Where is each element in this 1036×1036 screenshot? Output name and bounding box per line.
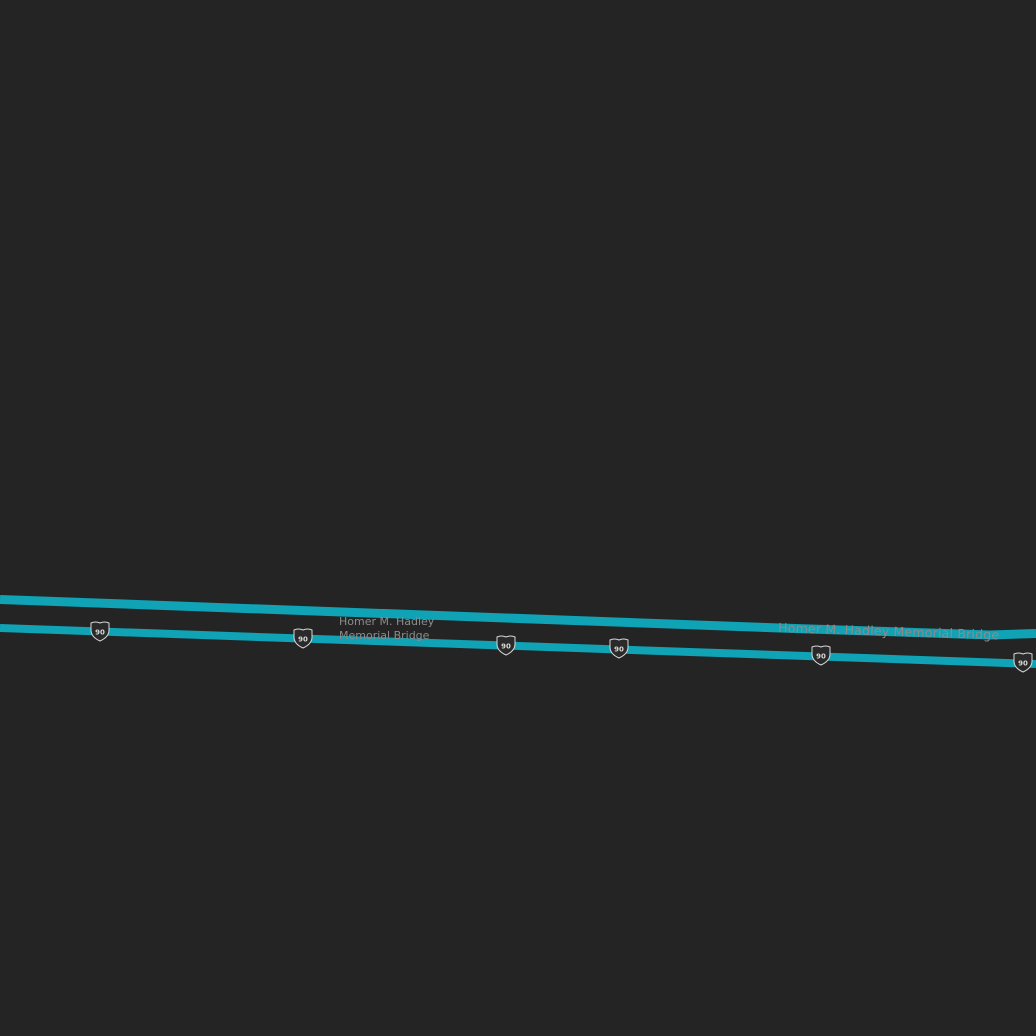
road-bridge-north-span[interactable] <box>0 595 1036 640</box>
bridge-label-stacked-line1: Homer M. Hadley <box>339 615 435 628</box>
shield-number: 90 <box>816 653 826 661</box>
interstate-shield-icon: 90 <box>811 645 831 666</box>
interstate-shield-icon: 90 <box>609 638 629 659</box>
interstate-shield-icon: 90 <box>293 628 313 649</box>
shield-number: 90 <box>501 643 511 651</box>
shield-number: 90 <box>614 646 624 654</box>
bridge-label-stacked-line2: Memorial Bridge <box>339 629 430 642</box>
shield-number: 90 <box>1018 660 1028 668</box>
road-bridge-south-span[interactable] <box>0 624 1036 668</box>
shield-number: 90 <box>95 629 105 637</box>
shield-number: 90 <box>298 636 308 644</box>
interstate-shield-icon: 90 <box>496 635 516 656</box>
interstate-shield-icon: 90 <box>1013 652 1033 673</box>
bridge-label-along-road: Homer M. Hadley Memorial Bridge <box>778 620 1000 642</box>
interstate-shield-icon: 90 <box>90 621 110 642</box>
